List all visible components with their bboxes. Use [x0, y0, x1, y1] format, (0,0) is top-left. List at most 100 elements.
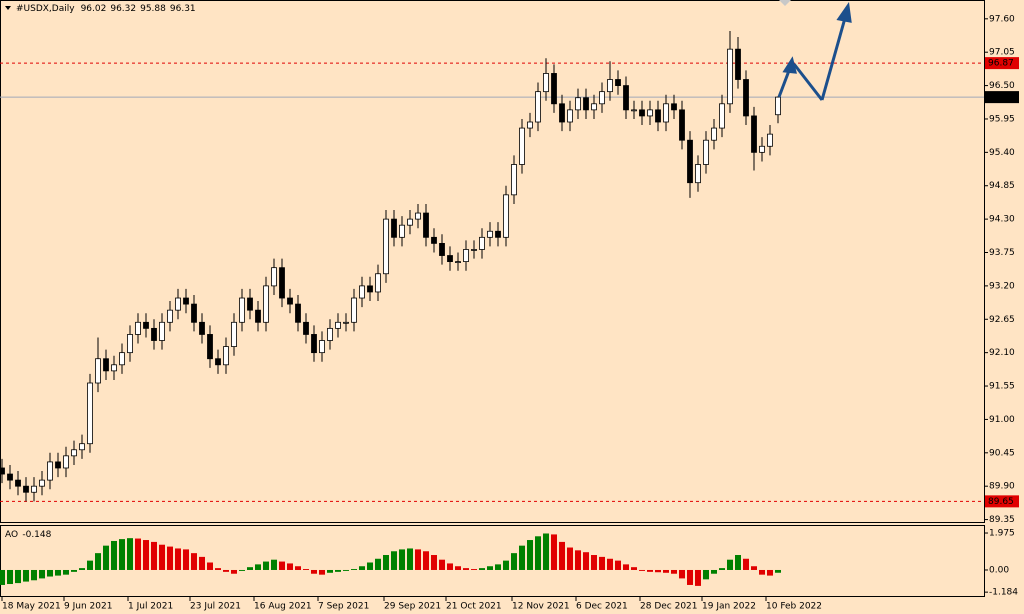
ao-bar	[55, 569, 61, 576]
candle-body	[639, 109, 645, 117]
current-price-label: 96.31	[988, 93, 1014, 103]
ao-bar	[327, 569, 333, 573]
candle-body	[759, 145, 765, 153]
candle-body	[175, 297, 181, 311]
candle-body	[703, 139, 709, 165]
ao-bar	[255, 564, 261, 570]
ao-bar	[47, 569, 53, 577]
candle-body	[679, 109, 685, 141]
ao-bar	[151, 541, 157, 570]
candle-body	[263, 285, 269, 323]
x-tick-label: 23 Jul 2021	[190, 602, 241, 612]
candle-body	[247, 297, 253, 311]
ao-bar	[503, 560, 509, 570]
ao-bar	[519, 545, 525, 570]
plot: 97.60 97.05 96.50 95.95 95.40 94.85 94.30 93.75…	[0, 14, 1019, 612]
ao-bar	[679, 569, 685, 579]
candle-body	[591, 103, 597, 111]
y-tick-label: 0.00	[989, 565, 1009, 575]
x-tick-label: 28 Dec 2021	[640, 602, 698, 612]
candle-body	[167, 309, 173, 323]
ao-panel-frame	[0, 525, 985, 597]
candle-body	[551, 73, 557, 105]
ao-bar	[431, 555, 437, 570]
ao-bar	[535, 536, 541, 570]
candle-body	[399, 224, 405, 238]
candle-body	[623, 85, 629, 111]
ao-bar	[359, 566, 365, 570]
ao-bar	[759, 569, 765, 575]
ao-bar	[391, 551, 397, 570]
ao-bar	[719, 568, 725, 570]
candle-body	[447, 255, 453, 263]
ao-bar	[567, 547, 573, 570]
y-tick-label: -1.184	[989, 588, 1018, 598]
y-tick-label: 94.30	[989, 215, 1015, 225]
ao-bar	[239, 569, 245, 571]
candle-body	[31, 485, 37, 493]
candle-body	[431, 236, 437, 244]
ao-bar	[199, 556, 205, 570]
candle-body	[375, 273, 381, 293]
candle-body	[695, 164, 701, 184]
ao-bar	[639, 569, 645, 571]
candle-body	[775, 96, 781, 116]
candle-body	[271, 267, 277, 287]
candle-body	[223, 346, 229, 366]
ao-bar	[471, 569, 477, 570]
candle-body	[727, 48, 733, 105]
ao-bar	[319, 569, 325, 575]
ao-bar	[95, 553, 101, 570]
candle-body	[359, 285, 365, 299]
x-tick-label: 7 Sep 2021	[318, 602, 369, 612]
y-tick-label: 93.20	[989, 281, 1015, 291]
arrow	[792, 63, 824, 101]
candle-body	[479, 236, 485, 250]
candle-body	[367, 285, 373, 293]
ao-bar	[735, 555, 741, 570]
x-tick-label: 16 Aug 2021	[254, 602, 312, 612]
ao-title: AO	[5, 530, 18, 540]
candle-body	[23, 485, 29, 493]
y-tick-label: 92.10	[989, 348, 1015, 358]
candle-body	[543, 73, 549, 93]
close: 96.31	[170, 4, 196, 14]
header: #USDX,Daily 96.02 96.32 95.88 96.31	[16, 4, 196, 14]
candle-body	[511, 164, 517, 196]
candle-body	[527, 121, 533, 129]
candle-body	[471, 249, 477, 251]
ao-bar	[15, 569, 21, 584]
arrow	[820, 17, 847, 101]
candle-body	[287, 297, 293, 305]
candle-body	[487, 230, 493, 238]
current-price-box	[985, 91, 1019, 104]
x-tick-label: 12 Nov 2021	[512, 602, 570, 612]
candle-body	[607, 79, 613, 93]
price-panel-frame	[0, 0, 985, 523]
ao-bar	[303, 569, 309, 570]
ao-bar	[223, 569, 229, 572]
ao-bar	[495, 564, 501, 570]
y-tick-label: 97.05	[989, 48, 1015, 58]
high: 96.32	[110, 4, 136, 14]
candle-body	[71, 449, 77, 457]
candle-body	[439, 242, 445, 256]
candle-body	[111, 364, 117, 372]
y-tick-label: 94.85	[989, 181, 1015, 191]
ao-bar	[775, 569, 781, 573]
ao-bar	[183, 549, 189, 570]
x-tick-label: 19 Jan 2022	[702, 602, 756, 612]
candle-body	[0, 467, 5, 475]
candle-body	[103, 358, 109, 372]
candle-body	[239, 297, 245, 323]
x-tick-label: 1 Jul 2021	[128, 602, 173, 612]
ao-bar	[383, 555, 389, 570]
candle-body	[135, 321, 141, 335]
ao-bar	[311, 569, 317, 574]
ao-bar	[191, 553, 197, 570]
ao-bar	[63, 569, 69, 575]
ao-bar	[263, 561, 269, 570]
ao-bar	[615, 560, 621, 570]
candle-body	[311, 334, 317, 354]
